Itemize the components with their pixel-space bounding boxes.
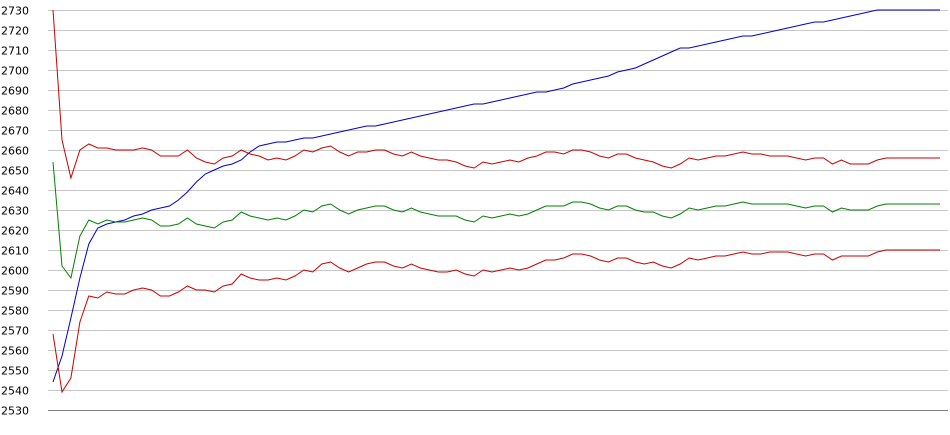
y-tick-label: 2580 bbox=[1, 305, 29, 318]
y-tick-label: 2570 bbox=[1, 325, 29, 338]
y-tick-label: 2620 bbox=[1, 225, 29, 238]
series-line-1 bbox=[52, 9, 940, 383]
grid bbox=[48, 10, 948, 411]
y-tick-label: 2730 bbox=[1, 5, 29, 18]
y-tick-label: 2720 bbox=[1, 25, 29, 38]
y-tick-label: 2630 bbox=[1, 205, 29, 218]
y-tick-label: 2590 bbox=[1, 285, 29, 298]
y-tick-label: 2710 bbox=[1, 45, 29, 58]
y-tick-label: 2660 bbox=[1, 145, 29, 158]
series-line-3 bbox=[52, 161, 940, 280]
y-tick-label: 2650 bbox=[1, 165, 29, 178]
y-tick-label: 2560 bbox=[1, 345, 29, 358]
y-tick-label: 2540 bbox=[1, 385, 29, 398]
y-axis-tick-labels: 2730 2720 2710 2700 2690 2680 2670 2660 2650 2640… bbox=[1, 5, 29, 418]
y-tick-label: 2640 bbox=[1, 185, 29, 198]
y-tick-label: 2610 bbox=[1, 245, 29, 258]
y-tick-label: 2670 bbox=[1, 125, 29, 138]
y-tick-label: 2690 bbox=[1, 85, 29, 98]
y-tick-label: 2680 bbox=[1, 105, 29, 118]
y-tick-label: 2700 bbox=[1, 65, 29, 78]
series-line-2 bbox=[52, 9, 940, 180]
y-tick-label: 2600 bbox=[1, 265, 29, 278]
series-line-4 bbox=[52, 249, 940, 394]
y-tick-label: 2530 bbox=[1, 405, 29, 418]
series-lines bbox=[52, 9, 940, 394]
y-tick-label: 2550 bbox=[1, 365, 29, 378]
